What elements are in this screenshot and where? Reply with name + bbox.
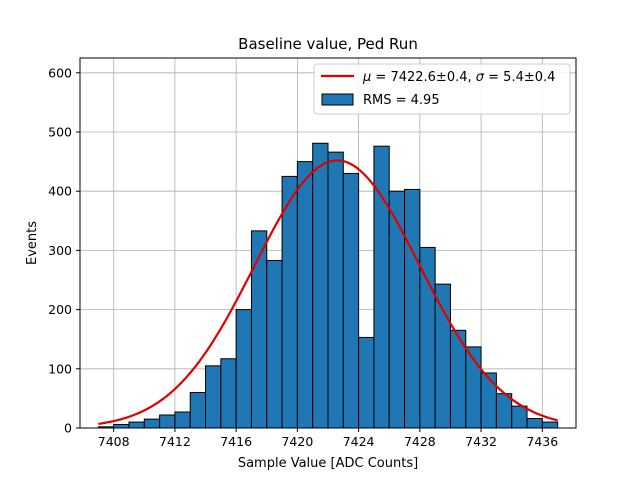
plot-frame: [79, 57, 577, 429]
histogram-bar: [541, 421, 559, 429]
x-tick-label: 7412: [159, 434, 191, 449]
y-tick-label: 200: [48, 302, 72, 317]
histogram-bar: [296, 161, 314, 429]
histogram-bar: [266, 259, 283, 429]
histogram-bar: [480, 372, 497, 429]
histogram-bar: [235, 309, 252, 429]
histogram-bar: [281, 175, 298, 429]
legend-histogram-swatch: [321, 93, 354, 106]
legend-box: [313, 63, 571, 115]
y-tick-label: 0: [64, 421, 72, 436]
legend-fit-sigma-value: = 5.4±0.4: [484, 70, 555, 85]
histogram-bar: [113, 423, 130, 429]
histogram-bars: [97, 142, 559, 429]
histogram-bar: [250, 230, 268, 429]
histogram-bar: [189, 391, 207, 429]
y-axis-label: Events: [25, 221, 40, 265]
y-tick-label: 400: [48, 184, 72, 199]
histogram-bar: [174, 411, 191, 429]
y-tick-label: 100: [48, 361, 72, 376]
x-tick-label: 7424: [343, 434, 375, 449]
histogram-bar: [128, 421, 145, 429]
histogram-bar: [143, 418, 161, 429]
histogram-bar: [220, 358, 237, 429]
histogram-bar: [205, 365, 222, 429]
histogram-bar: [419, 246, 436, 429]
x-tick-label: 7436: [526, 434, 558, 449]
legend-fit-sigma-symbol: σ: [476, 70, 485, 85]
chart-title: Baseline value, Ped Run: [238, 35, 418, 53]
histogram-bar: [327, 151, 344, 429]
x-tick-label: 7428: [404, 434, 436, 449]
x-tick-label: 7416: [220, 434, 252, 449]
x-tick-label: 7432: [465, 434, 497, 449]
y-tick-label: 300: [48, 243, 72, 258]
fit-curve: [98, 159, 558, 425]
legend-histogram-label: RMS = 4.95: [363, 93, 440, 108]
legend-fit-label: μ = 7422.6±0.4, σ = 5.4±0.4: [362, 70, 555, 85]
y-tick-label: 600: [48, 65, 72, 80]
x-tick-label: 7420: [281, 434, 313, 449]
x-tick-label: 7408: [98, 434, 130, 449]
histogram-bar: [342, 172, 360, 429]
histogram-bar: [312, 142, 329, 429]
histogram-bar: [434, 283, 451, 429]
x-axis-label: Sample Value [ADC Counts]: [238, 456, 418, 471]
legend-fit-mu-symbol: μ: [362, 70, 371, 85]
legend-fit-mu-value: = 7422.6±0.4,: [371, 70, 475, 85]
histogram-bar: [159, 414, 176, 429]
gaussian-fit: [98, 159, 558, 425]
histogram-bar: [358, 336, 375, 429]
x-axis-ticks: 7408 7412 7416 7420 7424 7428 7432 7436: [98, 428, 558, 449]
histogram-bar: [404, 188, 421, 429]
legend: μ = 7422.6±0.4, σ = 5.4±0.4 RMS = 4.95: [313, 63, 571, 115]
y-axis-ticks: 0 100 200 300 400 500 600: [48, 65, 80, 436]
histogram-bar: [511, 405, 528, 429]
y-tick-label: 500: [48, 125, 72, 140]
histogram-bar: [526, 418, 543, 429]
histogram-bar: [388, 190, 406, 429]
